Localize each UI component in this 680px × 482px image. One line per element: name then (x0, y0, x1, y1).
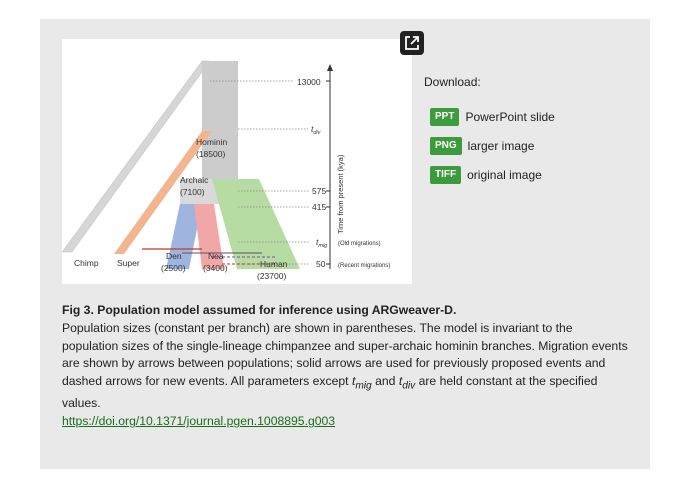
figure-panel: 13000 tdiv 575 415 tmig 50 (Old migratio… (40, 19, 650, 469)
time-label-tmig: tmig (316, 237, 328, 249)
expand-button[interactable] (400, 31, 424, 55)
super-branch (114, 131, 212, 254)
download-tiff-link[interactable]: TIFF original image (430, 166, 542, 184)
den-label: Den (166, 251, 182, 261)
time-label-415: 415 (312, 202, 326, 212)
caption-body: Population sizes (constant per branch) a… (62, 320, 628, 411)
archaic-label: Archaic (180, 175, 209, 185)
den-branch (166, 204, 202, 269)
png-text: larger image (467, 139, 535, 153)
figure-image[interactable]: 13000 tdiv 575 415 tmig 50 (Old migratio… (62, 39, 412, 284)
ppt-text: PowerPoint slide (465, 110, 555, 124)
caption-title: Fig 3. Population model assumed for infe… (62, 303, 457, 317)
tiff-badge: TIFF (430, 166, 462, 184)
tiff-text: original image (467, 168, 542, 182)
old-migrations-label: (Old migrations) (338, 241, 381, 247)
human-branch (212, 179, 300, 269)
archaic-size: (7100) (180, 187, 205, 197)
ppt-badge: PPT (430, 108, 460, 126)
time-label-575: 575 (312, 186, 326, 196)
download-png-link[interactable]: PNG larger image (430, 137, 534, 155)
figure-caption: Fig 3. Population model assumed for infe… (62, 302, 632, 431)
population-model-diagram: 13000 tdiv 575 415 tmig 50 (Old migratio… (62, 60, 390, 281)
expand-icon (405, 36, 419, 50)
hominin-branch (202, 61, 238, 179)
human-size: (23700) (257, 271, 286, 281)
nea-label: Nea (208, 251, 224, 261)
recent-migrations-label: (Recent migrations) (338, 263, 390, 269)
download-ppt-link[interactable]: PPT PowerPoint slide (430, 108, 555, 126)
chimp-label: Chimp (74, 258, 99, 268)
nea-size: (3400) (203, 263, 228, 273)
human-label: Human (260, 259, 288, 269)
hominin-size: (18500) (196, 149, 225, 159)
time-label-tdiv: tdiv (311, 124, 322, 136)
super-label: Super (117, 258, 140, 268)
time-label-50: 50 (316, 259, 326, 269)
time-axis-label: Time from present (kya) (336, 154, 345, 234)
png-badge: PNG (430, 137, 462, 155)
hominin-label: Hominin (196, 137, 227, 147)
doi-link[interactable]: https://doi.org/10.1371/journal.pgen.100… (62, 414, 336, 429)
time-label-13000: 13000 (297, 77, 321, 87)
den-size: (2500) (161, 263, 186, 273)
download-label: Download: (424, 75, 481, 89)
